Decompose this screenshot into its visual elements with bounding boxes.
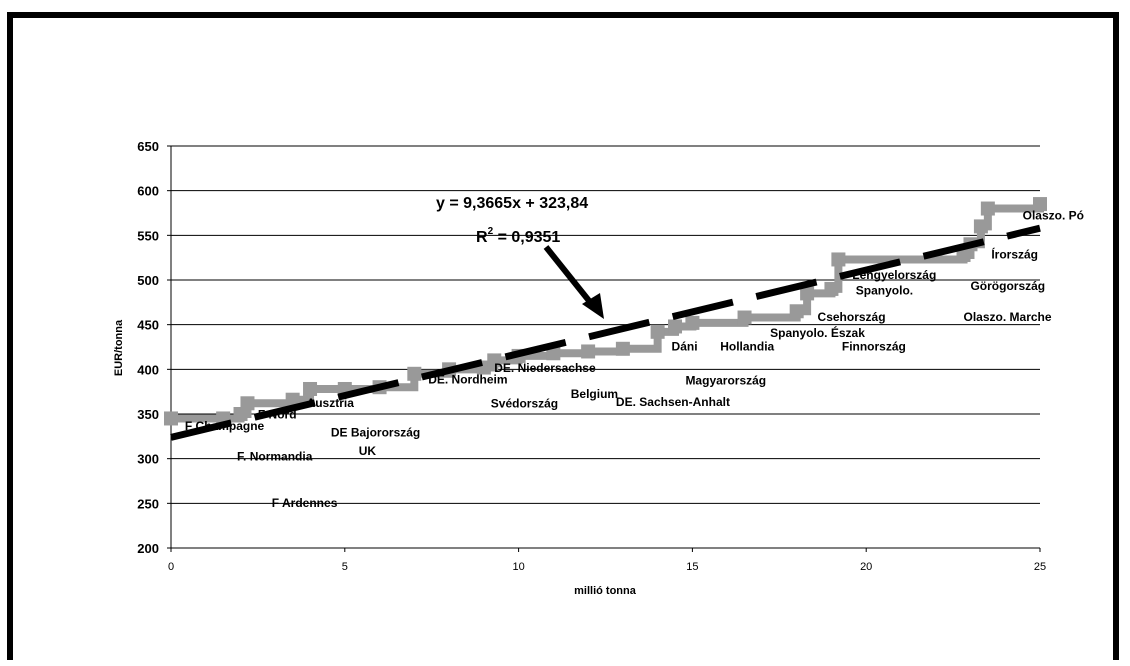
series-marker [668, 319, 683, 334]
x-axis-label: millió tonna [574, 585, 637, 597]
y-tick-label: 200 [137, 541, 159, 556]
point-label: UK [359, 444, 377, 458]
series-marker [285, 392, 300, 407]
point-label: F Ardennes [272, 496, 338, 510]
series-marker [240, 396, 255, 411]
trendline-equation: y = 9,3665x + 323,84 [436, 195, 588, 212]
gridlines [171, 145, 1040, 504]
y-tick-label: 350 [137, 407, 159, 422]
point-label: DE. Nordheim [428, 373, 507, 387]
series-marker [1033, 197, 1047, 212]
x-tick-label: 25 [1034, 561, 1046, 573]
x-tick-label: 5 [342, 561, 348, 573]
series-marker [615, 341, 630, 356]
y-tick-label: 300 [137, 452, 159, 467]
series-marker [487, 353, 502, 368]
point-label: Dáni [672, 340, 698, 354]
point-label: Lengyelország [852, 268, 936, 282]
series-marker [650, 324, 665, 339]
x-tick-label: 10 [512, 561, 524, 573]
point-label: DE. Sachsen-Anhalt [616, 395, 730, 409]
pointer-arrow [543, 245, 604, 319]
x-tick-label: 15 [686, 561, 698, 573]
chart-frame [7, 12, 1119, 660]
y-tick-label: 250 [137, 496, 159, 511]
point-label: Hollandia [720, 340, 774, 354]
point-label: Magyarország [685, 374, 766, 388]
r2-exponent: 2 [488, 226, 494, 237]
point-label: Spanyolo. Észak [770, 325, 865, 340]
y-tick-label: 500 [137, 273, 159, 288]
y-tick-label: 600 [137, 184, 159, 199]
point-label: Olaszo. Pó [1023, 208, 1084, 222]
point-label: Ausztria [307, 396, 355, 410]
r2-value: = 0,9351 [493, 229, 560, 246]
point-label: DE Bajorország [331, 425, 420, 439]
y-tick-label: 450 [137, 318, 159, 333]
point-label: Olaszo. Marche [964, 310, 1052, 324]
series-marker [233, 407, 248, 421]
point-label: Csehország [818, 310, 886, 324]
point-label: Spanyolo. [856, 283, 913, 297]
point-label: Belgium [571, 387, 618, 401]
x-axis-ticks: 0 5 10 15 20 25 [168, 548, 1046, 573]
series-marker [685, 315, 700, 330]
series-marker [164, 411, 178, 426]
x-tick-label: 0 [168, 561, 174, 573]
series-marker [831, 252, 846, 267]
point-label: DE. Niedersachse [494, 361, 596, 375]
point-label: F Champagne [185, 419, 265, 433]
r2-base: R [476, 229, 488, 246]
trendline-layer [170, 224, 1041, 441]
series-marker [956, 247, 971, 262]
series-marker [303, 381, 318, 396]
point-label: Írország [991, 247, 1038, 262]
series-marker [407, 366, 422, 381]
series-marker [824, 281, 839, 296]
y-tick-label: 650 [137, 139, 159, 154]
trendline [170, 224, 1041, 441]
series-marker [973, 219, 988, 234]
trendline-r2: R2 = 0,9351 [476, 226, 560, 246]
series-marker [800, 286, 815, 301]
point-label: Svédország [491, 397, 558, 411]
series-marker [980, 201, 995, 216]
series-layer [164, 197, 1047, 426]
point-label: F Nord [258, 407, 297, 421]
y-axis-ticks: 200 250 300 350 400 450 500 550 600 650 [137, 139, 171, 556]
y-tick-label: 550 [137, 228, 159, 243]
x-tick-label: 20 [860, 561, 872, 573]
point-label: Finnország [842, 340, 906, 354]
series-marker [789, 304, 804, 319]
point-label: F. Normandia [237, 449, 313, 463]
y-axis-label: EUR/tonna [113, 319, 125, 376]
series-marker [581, 344, 596, 359]
point-label: Görögország [970, 279, 1045, 293]
series-marker [737, 310, 752, 325]
y-tick-label: 400 [137, 362, 159, 377]
